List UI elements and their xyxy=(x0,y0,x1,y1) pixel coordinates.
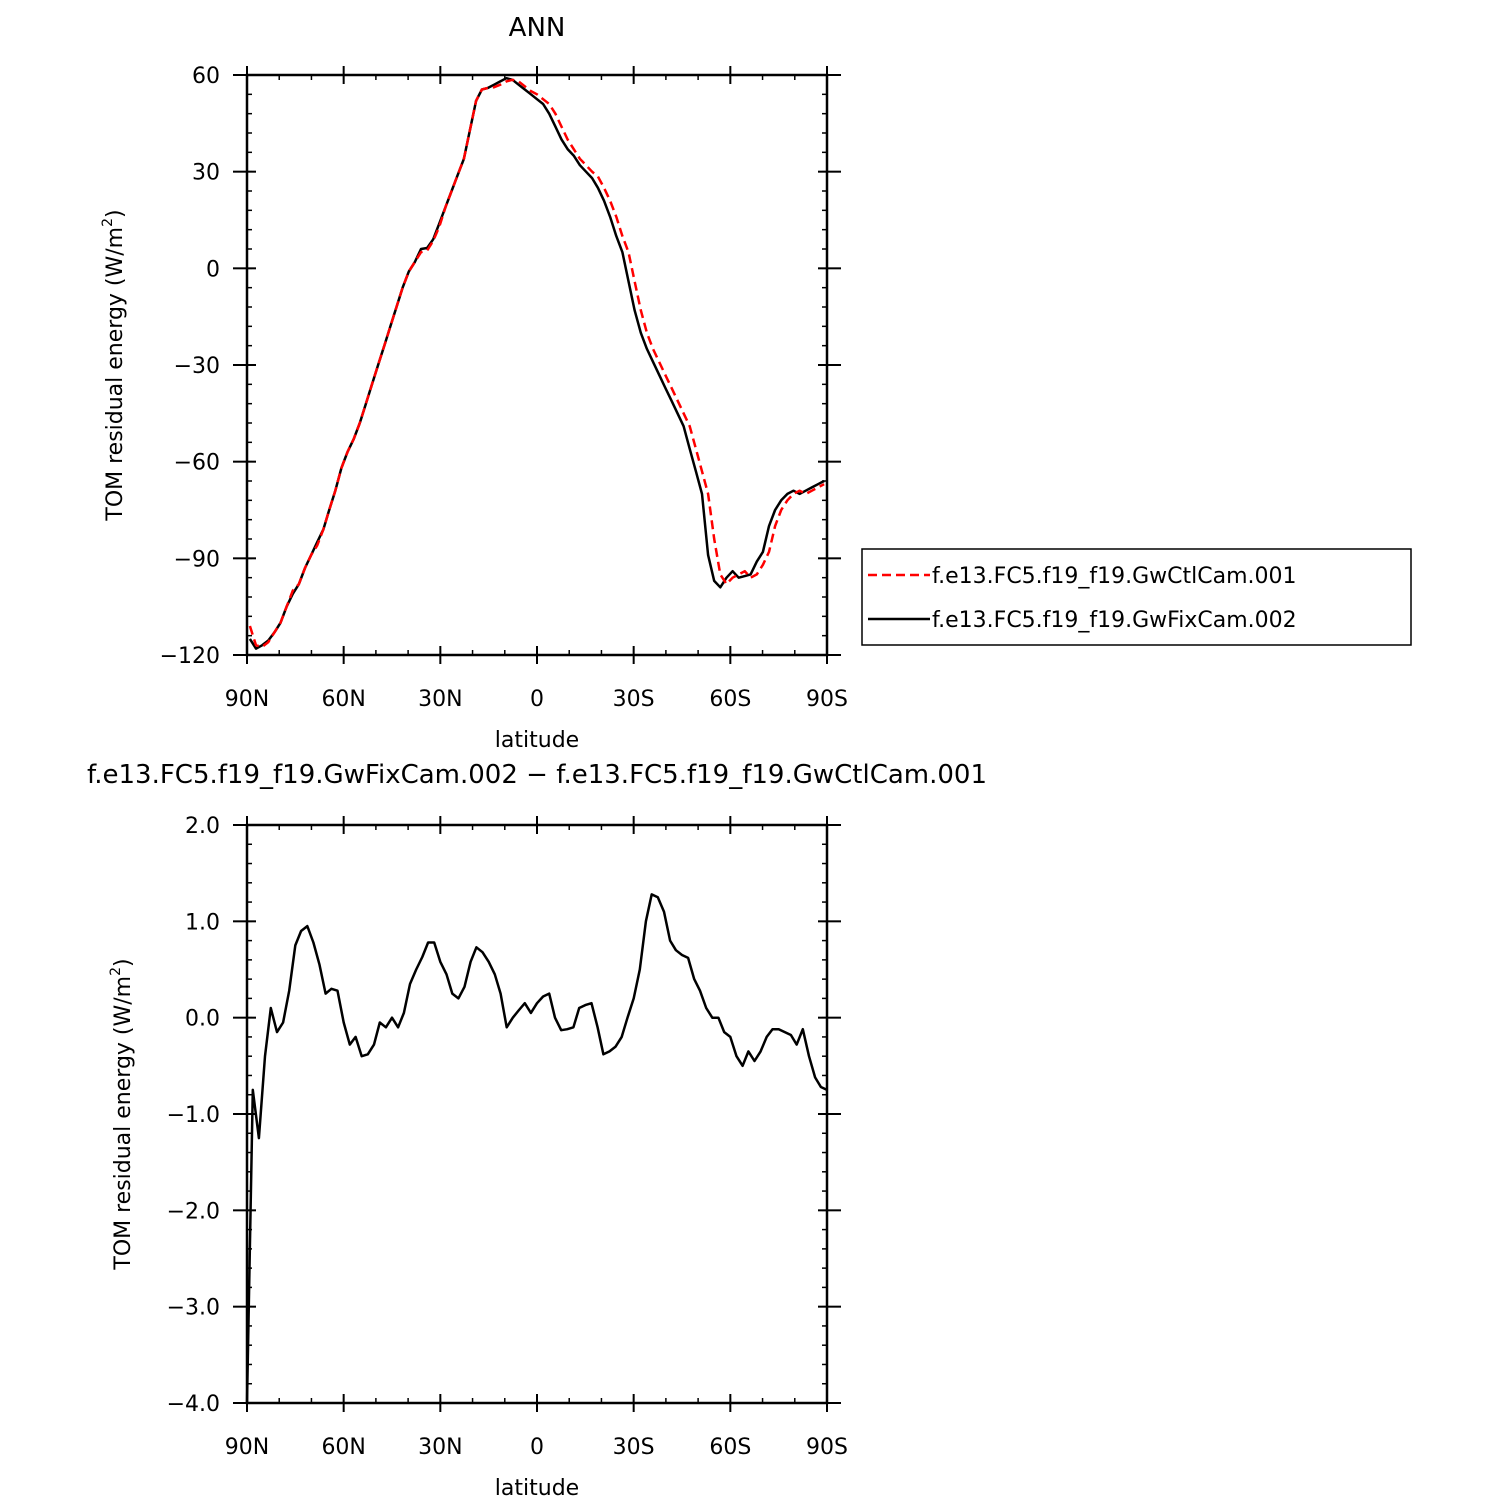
top-y-axis-label-superscript: 2 xyxy=(100,218,116,227)
top-y-tick-label: 60 xyxy=(192,64,220,89)
bottom-y-axis-label-close: ) xyxy=(111,958,136,967)
top-y-tick-label: −120 xyxy=(160,644,220,669)
bottom-x-tick-labels: 90N 60N 30N 0 30S 60S 90S xyxy=(225,1435,848,1460)
bottom-y-axis-label: TOM residual energy (W/m2) xyxy=(108,958,136,1270)
top-x-tick-label: 60N xyxy=(321,687,365,712)
legend-label-ctl: f.e13.FC5.f19_f19.GwCtlCam.001 xyxy=(932,564,1297,589)
top-y-tick-label: −90 xyxy=(174,547,220,572)
bottom-series-line-0 xyxy=(245,893,828,1404)
bottom-y-tick-label: 1.0 xyxy=(185,910,220,935)
top-y-tick-label: −60 xyxy=(174,451,220,476)
top-y-tick-labels: −120 −90 −60 −30 0 30 60 xyxy=(160,64,220,669)
top-y-tick-label: 0 xyxy=(206,257,220,282)
bottom-chart-title: f.e13.FC5.f19_f19.GwFixCam.002 − f.e13.F… xyxy=(87,760,987,790)
bottom-y-tick-label: −2.0 xyxy=(167,1199,220,1224)
top-series-line-0 xyxy=(248,78,825,649)
bottom-x-tick-label: 30S xyxy=(613,1435,655,1460)
bottom-x-tick-label: 60N xyxy=(321,1435,365,1460)
bottom-y-axis-label-superscript: 2 xyxy=(108,967,124,976)
top-series-group xyxy=(248,76,825,650)
top-x-axis-label: latitude xyxy=(495,728,579,753)
bottom-x-tick-label: 60S xyxy=(709,1435,751,1460)
bottom-y-tick-label: 0.0 xyxy=(185,1007,220,1032)
legend: f.e13.FC5.f19_f19.GwCtlCam.001 f.e13.FC5… xyxy=(861,548,1412,646)
bottom-y-tick-label: −1.0 xyxy=(167,1103,220,1128)
top-x-tick-label: 90S xyxy=(806,687,848,712)
top-chart-title: ANN xyxy=(509,13,566,43)
top-x-tick-label: 30S xyxy=(613,687,655,712)
top-panel: ANN 90N 60N 30N 0 30S 60S 90S −120 −90 −60 −30 0 30… xyxy=(100,13,1412,753)
legend-label-fix: f.e13.FC5.f19_f19.GwFixCam.002 xyxy=(932,608,1297,633)
bottom-tick-marks xyxy=(233,816,841,1412)
top-tick-marks xyxy=(233,66,841,664)
bottom-y-axis-label-main: TOM residual energy (W/m xyxy=(111,976,136,1271)
bottom-panel: f.e13.FC5.f19_f19.GwFixCam.002 − f.e13.F… xyxy=(87,760,987,1501)
top-x-tick-label: 60S xyxy=(709,687,751,712)
top-x-tick-label: 90N xyxy=(225,687,269,712)
top-series-line-1 xyxy=(248,76,825,650)
bottom-plot-frame xyxy=(245,823,829,1405)
bottom-x-tick-label: 90S xyxy=(806,1435,848,1460)
top-y-tick-label: −30 xyxy=(174,354,220,379)
top-x-tick-labels: 90N 60N 30N 0 30S 60S 90S xyxy=(225,687,848,712)
bottom-y-tick-label: 2.0 xyxy=(185,814,220,839)
bottom-x-axis-label: latitude xyxy=(495,1476,579,1501)
top-x-tick-label: 30N xyxy=(418,687,462,712)
top-y-axis-label-main: TOM residual energy (W/m xyxy=(103,227,128,522)
top-plot-frame xyxy=(245,73,829,657)
bottom-y-tick-label: −4.0 xyxy=(167,1392,220,1417)
top-y-axis-label-close: ) xyxy=(103,209,128,218)
bottom-x-tick-label: 0 xyxy=(530,1435,544,1460)
top-x-tick-label: 0 xyxy=(530,687,544,712)
bottom-x-tick-label: 90N xyxy=(225,1435,269,1460)
bottom-x-tick-label: 30N xyxy=(418,1435,462,1460)
top-y-tick-label: 30 xyxy=(192,161,220,186)
top-y-axis-label: TOM residual energy (W/m2) xyxy=(100,209,128,521)
bottom-series-group xyxy=(245,893,828,1404)
legend-box xyxy=(861,548,1412,646)
bottom-y-tick-labels: −4.0 −3.0 −2.0 −1.0 0.0 1.0 2.0 xyxy=(167,814,220,1417)
bottom-y-tick-label: −3.0 xyxy=(167,1296,220,1321)
